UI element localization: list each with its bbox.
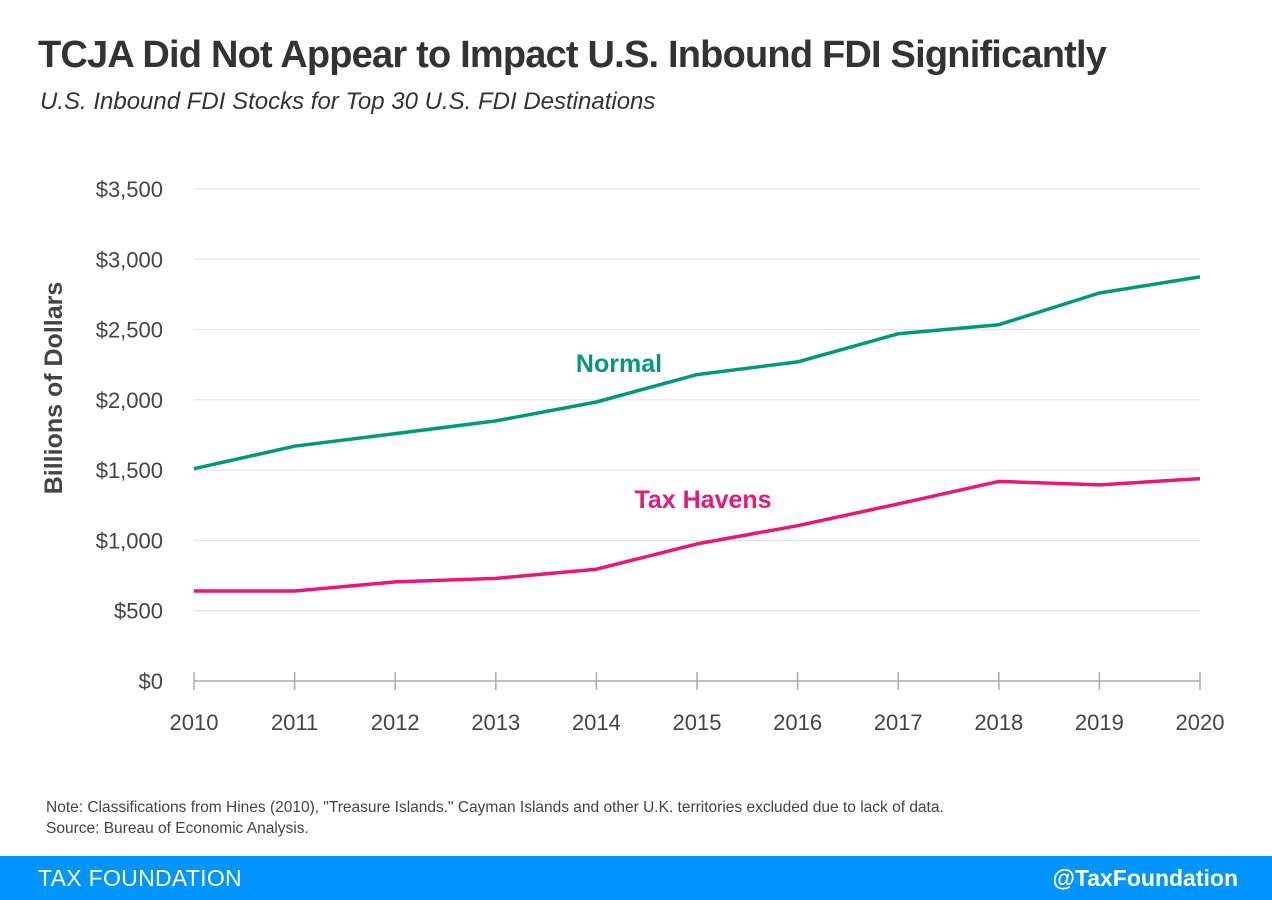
x-tick-label: 2011: [271, 710, 318, 735]
gridlines: [194, 188, 1200, 612]
y-tick-label: $1,000: [96, 528, 163, 553]
y-tick-label: $3,500: [96, 177, 163, 202]
series-label-normal: Normal: [576, 350, 662, 378]
note-classification: Note: Classifications from Hines (2010),…: [46, 799, 944, 816]
chart-note: Note: Classifications from Hines (2010),…: [46, 797, 944, 839]
x-tick-label: 2013: [471, 710, 520, 735]
y-tick-label: $2,000: [96, 388, 163, 413]
y-axis-tick-labels: $0 $500 $1,000 $1,500 $2,000 $2,500 $3,000 $3,5…: [96, 177, 163, 694]
x-tick-label: 2012: [371, 710, 420, 735]
footer-bar: TAX FOUNDATION @TaxFoundation: [0, 856, 1272, 900]
y-tick-label: $0: [139, 669, 163, 694]
series-lines: [193, 275, 1201, 593]
x-tick-label: 2019: [1075, 710, 1124, 735]
footer-handle[interactable]: @TaxFoundation: [1052, 865, 1238, 891]
series-line-tax-havens: [194, 476, 1201, 593]
y-axis-title: Billions of Dollars: [40, 282, 68, 495]
x-tick-label: 2018: [974, 710, 1023, 735]
x-tick-label: 2015: [673, 710, 722, 735]
chart-title: TCJA Did Not Appear to Impact U.S. Inbou…: [38, 34, 1107, 76]
line-chart: $0 $500 $1,000 $1,500 $2,000 $2,500 $3,000 $3,5…: [40, 177, 1225, 735]
x-tick-label: 2010: [170, 710, 219, 735]
series-line-normal: [193, 275, 1201, 471]
y-tick-label: $3,000: [96, 247, 163, 272]
chart-subtitle: U.S. Inbound FDI Stocks for Top 30 U.S. …: [40, 88, 656, 115]
y-tick-label: $500: [114, 599, 163, 624]
y-tick-label: $1,500: [96, 458, 163, 483]
x-tick-label: 2017: [874, 710, 923, 735]
note-source: Source: Bureau of Economic Analysis.: [46, 820, 309, 837]
x-axis: [193, 672, 1201, 690]
footer-brand: TAX FOUNDATION: [38, 865, 242, 891]
x-tick-label: 2020: [1176, 710, 1225, 735]
y-tick-label: $2,500: [96, 318, 163, 343]
series-label-tax-havens: Tax Havens: [634, 486, 771, 514]
x-tick-label: 2016: [773, 710, 822, 735]
x-tick-label: 2014: [572, 710, 621, 735]
x-axis-tick-labels: 2010 2011 2012 2013 2014 2015 2016 2017 2018 2019…: [170, 710, 1225, 735]
